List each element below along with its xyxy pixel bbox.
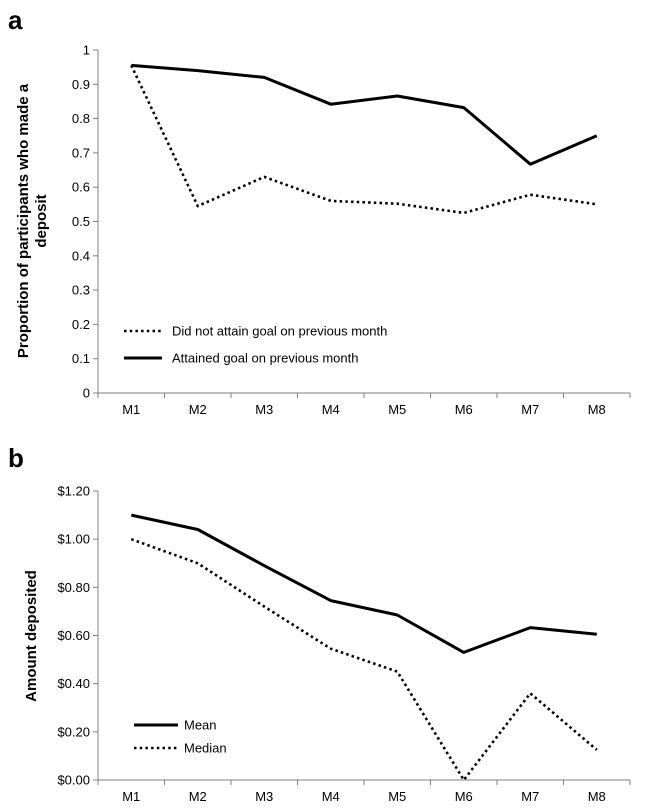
y-tick-label: $0.00	[57, 773, 90, 788]
y-tick-label: $0.40	[57, 676, 90, 691]
y-tick-label: 0	[83, 386, 90, 401]
x-tick-label: M4	[322, 789, 340, 804]
y-axis-label: Proportion of participants who made a	[15, 83, 32, 358]
legend-label: Mean	[184, 718, 217, 733]
y-tick-label: $1.00	[57, 532, 90, 547]
y-tick-label: $0.60	[57, 628, 90, 643]
y-tick-label: 1	[83, 43, 90, 58]
y-axis-label: Amount deposited	[23, 570, 40, 702]
y-tick-label: 0.5	[72, 214, 90, 229]
y-tick-label: $0.80	[57, 580, 90, 595]
x-tick-label: M6	[455, 789, 473, 804]
x-tick-label: M5	[388, 789, 406, 804]
x-tick-label: M5	[388, 402, 406, 417]
x-tick-label: M1	[122, 789, 140, 804]
x-tick-label: M6	[455, 402, 473, 417]
x-tick-label: M3	[255, 402, 273, 417]
y-tick-label: 0.4	[72, 248, 90, 263]
series-line-solid	[131, 63, 598, 166]
series-line-dotted	[130, 64, 597, 215]
y-tick-label: 0.7	[72, 145, 90, 160]
x-tick-label: M2	[189, 402, 207, 417]
y-tick-label: 0.1	[72, 351, 90, 366]
y-tick-label: $1.20	[57, 484, 90, 499]
x-tick-label: M2	[189, 789, 207, 804]
series-line-dotted	[130, 537, 598, 782]
y-tick-label: 0.6	[72, 180, 90, 195]
y-tick-label: 0.8	[72, 111, 90, 126]
y-tick-label: $0.20	[57, 724, 90, 739]
y-tick-label: 0.2	[72, 317, 90, 332]
x-tick-label: M7	[521, 402, 539, 417]
chart-b: $0.00 $0.20 $0.40 $0.60 $0.80 $1.00 $1.20 M1 M2 M…	[23, 484, 631, 804]
x-tick-label: M4	[322, 402, 340, 417]
y-tick-label: 0.9	[72, 77, 90, 92]
series-line-solid	[130, 513, 597, 654]
y-axis-label: deposit	[33, 194, 50, 247]
x-tick-label: M8	[588, 789, 606, 804]
legend-label: Attained goal on previous month	[172, 351, 358, 366]
y-tick-label: 0.3	[72, 283, 90, 298]
x-tick-label: M1	[122, 402, 140, 417]
panel-b-letter: b	[8, 443, 24, 473]
chart-a: 0 0.1 0.2 0.3 0.4 0.5 0.6 0.7 0.8 0.9 1 M1 M2 M3 M4 M5 M…	[15, 43, 631, 417]
panel-a-letter: a	[8, 5, 23, 35]
legend-label: Median	[184, 741, 227, 756]
x-tick-label: M8	[588, 402, 606, 417]
x-tick-label: M7	[521, 789, 539, 804]
legend-label: Did not attain goal on previous month	[172, 324, 387, 339]
x-tick-label: M3	[255, 789, 273, 804]
